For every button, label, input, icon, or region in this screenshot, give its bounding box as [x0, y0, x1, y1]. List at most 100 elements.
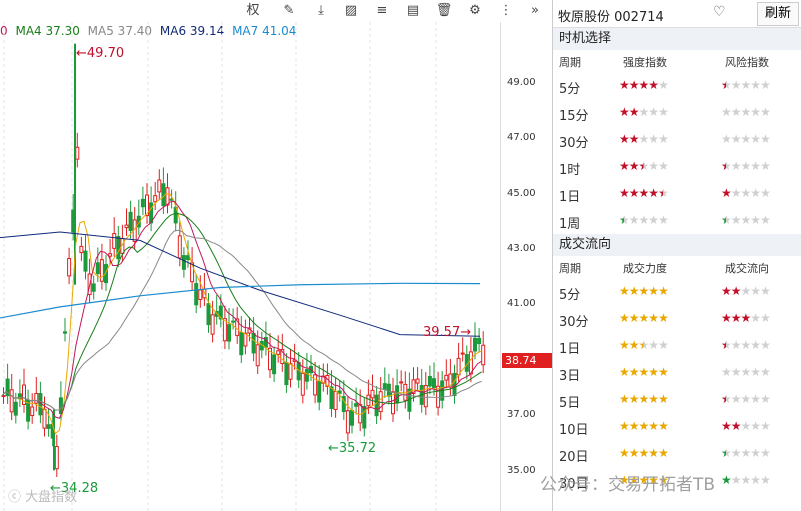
candle-body [30, 406, 35, 417]
row-period: 30分 [559, 315, 589, 330]
candle-body [415, 378, 420, 384]
price-axis-label: 35.00 [507, 465, 536, 476]
rating-row: 1时 ★★★★★ ★★★★★ [553, 153, 801, 180]
section-flow-rows: 5分 ★★★★★ ★★★★★ 30分 ★★★★★ ★★★★★ 1日 ★★★★★ ★★… [553, 278, 801, 494]
candle-body [337, 390, 342, 394]
candle-body [58, 397, 63, 415]
candle-body [321, 375, 326, 384]
rating-stars: ★★★★★ [721, 186, 771, 200]
rating-stars: ★★★★★ [721, 338, 771, 352]
settings-dots-icon[interactable]: ⋮ [499, 3, 513, 18]
watermark-text: 公众号：交易开拓者TB [540, 475, 716, 495]
candle-body [432, 378, 436, 388]
layout-icon[interactable]: ▤ [406, 3, 420, 18]
candle-body [350, 410, 354, 426]
candle-body [313, 374, 318, 396]
section-flow-header: 周期 成交力度 成交流向 [559, 262, 769, 275]
expand-icon[interactable]: » [531, 3, 539, 18]
price-axis-label: 49.00 [507, 77, 536, 88]
candle-body [22, 384, 26, 405]
rating-row: 1周 ★★★★★ ★★★★★ [553, 207, 801, 234]
chart-toolbar: 权 ✎ ⤓ ▨ ≡ ▤ 🗑 ⚙ ⋮ » [0, 0, 552, 22]
candle-body [42, 408, 47, 429]
candle-body [46, 424, 51, 429]
legend-ma4: MA4 37.30 [15, 24, 80, 38]
rating-stars: ★★★★★ [619, 473, 669, 487]
candle-body [83, 250, 88, 272]
row-period: 1日 [559, 342, 581, 357]
candle-body [218, 305, 223, 320]
candle-body [124, 224, 129, 229]
image-icon[interactable]: ▨ [344, 3, 358, 18]
settings-sliders-icon[interactable]: ≡ [376, 3, 388, 18]
rating-row: 5日 ★★★★★ ★★★★★ [553, 386, 801, 413]
ma7-line [0, 282, 481, 319]
rating-row: 1日 ★★★★★ ★★★★★ [553, 332, 801, 359]
kline-chart-area[interactable]: 权 ✎ ⤓ ▨ ≡ ▤ 🗑 ⚙ ⋮ » 0 MA4 37.30 MA5 37.4… [0, 0, 552, 511]
favorite-heart-icon[interactable]: ♡ [713, 4, 726, 20]
rating-row: 15分 ★★★★★ ★★★★★ [553, 99, 801, 126]
candle-body [95, 262, 100, 275]
row-period: 5分 [559, 82, 581, 97]
candle-body [382, 383, 387, 391]
row-period: 1周 [559, 217, 581, 232]
candle-body [206, 303, 211, 326]
stock-name: 牧原股份 002714 [558, 10, 664, 25]
candle-body [436, 385, 441, 408]
candle-body [341, 396, 346, 413]
section-flow-title: 成交流向 [553, 234, 801, 256]
pen-icon[interactable]: ✎ [283, 3, 295, 18]
rating-stars: ★★★★★ [619, 159, 669, 173]
candle-body [288, 363, 293, 380]
candle-body [239, 332, 244, 356]
rating-stars: ★★★★★ [721, 132, 771, 146]
candle-body [198, 289, 203, 301]
candle-body [231, 320, 236, 323]
row-period: 1时 [559, 163, 581, 178]
candle-body [268, 347, 272, 371]
candle-body [304, 369, 309, 382]
refresh-button[interactable]: 刷新 [757, 2, 799, 26]
rating-stars: ★★★★★ [619, 284, 669, 298]
rating-stars: ★★★★★ [721, 213, 771, 227]
legend-ma6: MA6 39.14 [159, 24, 225, 38]
candle-body [411, 379, 416, 394]
candle-body [34, 393, 39, 404]
candle-body [395, 385, 400, 404]
rating-stars: ★★★★★ [721, 311, 771, 325]
candle-body [255, 344, 260, 367]
candle-body [362, 405, 367, 429]
rating-stars: ★★★★★ [619, 186, 669, 200]
candle-body [79, 245, 84, 254]
candle-body [222, 318, 227, 342]
candle-body [112, 233, 117, 249]
fuquan-icon[interactable]: 权 [246, 3, 260, 18]
candle-body [284, 361, 289, 386]
price-axis-label: 37.00 [507, 409, 536, 420]
candle-body [54, 446, 59, 470]
rating-stars: ★★★★★ [619, 365, 669, 379]
candle-body [272, 354, 277, 375]
download-icon[interactable]: ⤓ [318, 3, 324, 18]
delete-icon[interactable]: 🗑 [435, 3, 453, 18]
logo-watermark: ⓒ 大盘指数 [8, 490, 78, 505]
rating-row: 1日 ★★★★★ ★★★★★ [553, 180, 801, 207]
ma-line [1, 200, 482, 419]
price-axis-label: 43.00 [507, 243, 536, 254]
rating-row: 20日 ★★★★★ ★★★★★ [553, 440, 801, 467]
legend-ma5: MA5 37.40 [87, 24, 153, 38]
gear-icon[interactable]: ⚙ [469, 3, 481, 18]
row-period: 20日 [559, 450, 589, 465]
candle-body [140, 198, 145, 208]
rating-stars: ★★★★★ [619, 105, 669, 119]
candle-body [1, 395, 6, 398]
candle-body [452, 372, 457, 396]
rating-stars: ★★★★★ [721, 105, 771, 119]
candle-body [177, 235, 182, 259]
candle-body [149, 202, 154, 224]
rating-row: 5分 ★★★★★ ★★★★★ [553, 278, 801, 305]
candle-body [317, 381, 322, 403]
candle-body [91, 283, 96, 292]
row-period: 5日 [559, 396, 581, 411]
